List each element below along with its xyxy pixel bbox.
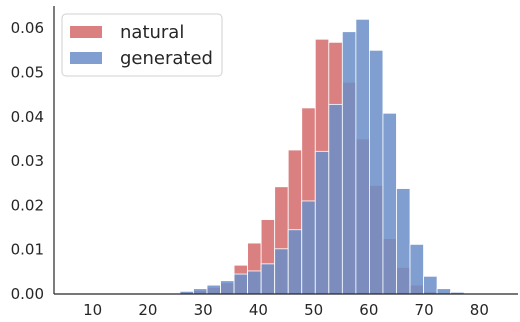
bar-generated-4 [220,280,235,295]
y-tick-label: 0.06 [11,19,44,37]
bar-generated-3 [206,284,221,295]
bar-generated-5 [233,273,249,295]
x-tick-label: 80 [470,301,489,319]
x-tick-label: 30 [194,301,213,319]
bars-layer [166,18,465,295]
axes-layer: 0.00 0.01 0.02 0.03 0.04 0.05 0.06 10 20 30 40 50 60… [11,6,518,319]
y-tick-label: 0.04 [11,108,44,126]
legend-label-natural: natural [120,22,184,43]
bar-generated-8 [274,248,289,295]
bar-generated-16 [382,112,397,295]
bar-generated-13 [341,31,357,295]
legend-swatch-natural [70,26,102,38]
bar-generated-9 [287,229,303,295]
x-tick-label: 10 [83,301,102,319]
x-tick-label: 60 [359,301,378,319]
legend-label-generated: generated [120,48,213,69]
bar-generated-15 [369,49,384,295]
bar-generated-18 [409,243,424,295]
bar-generated-20 [436,288,452,295]
bar-generated-14 [355,18,370,295]
y-tick-label: 0.02 [11,196,44,214]
x-tick-label: 20 [138,301,157,319]
bar-generated-17 [396,188,411,295]
legend: natural generated [61,13,223,77]
x-tick-label: 50 [304,301,323,319]
bar-generated-11 [314,150,330,295]
bar-generated-6 [247,270,262,295]
bar-generated-19 [423,275,438,295]
y-tick-label: 0.01 [11,241,44,259]
legend-swatch-generated [70,52,102,64]
y-tick-label: 0.03 [11,152,44,170]
bar-generated-2 [193,288,208,295]
bar-generated-7 [260,263,276,295]
y-tick-label: 0.05 [11,63,44,81]
bar-generated-12 [328,103,343,295]
x-tick-label: 40 [249,301,268,319]
bar-generated-10 [301,200,316,295]
y-tick-label: 0.00 [11,285,44,303]
x-tick-label: 70 [415,301,434,319]
